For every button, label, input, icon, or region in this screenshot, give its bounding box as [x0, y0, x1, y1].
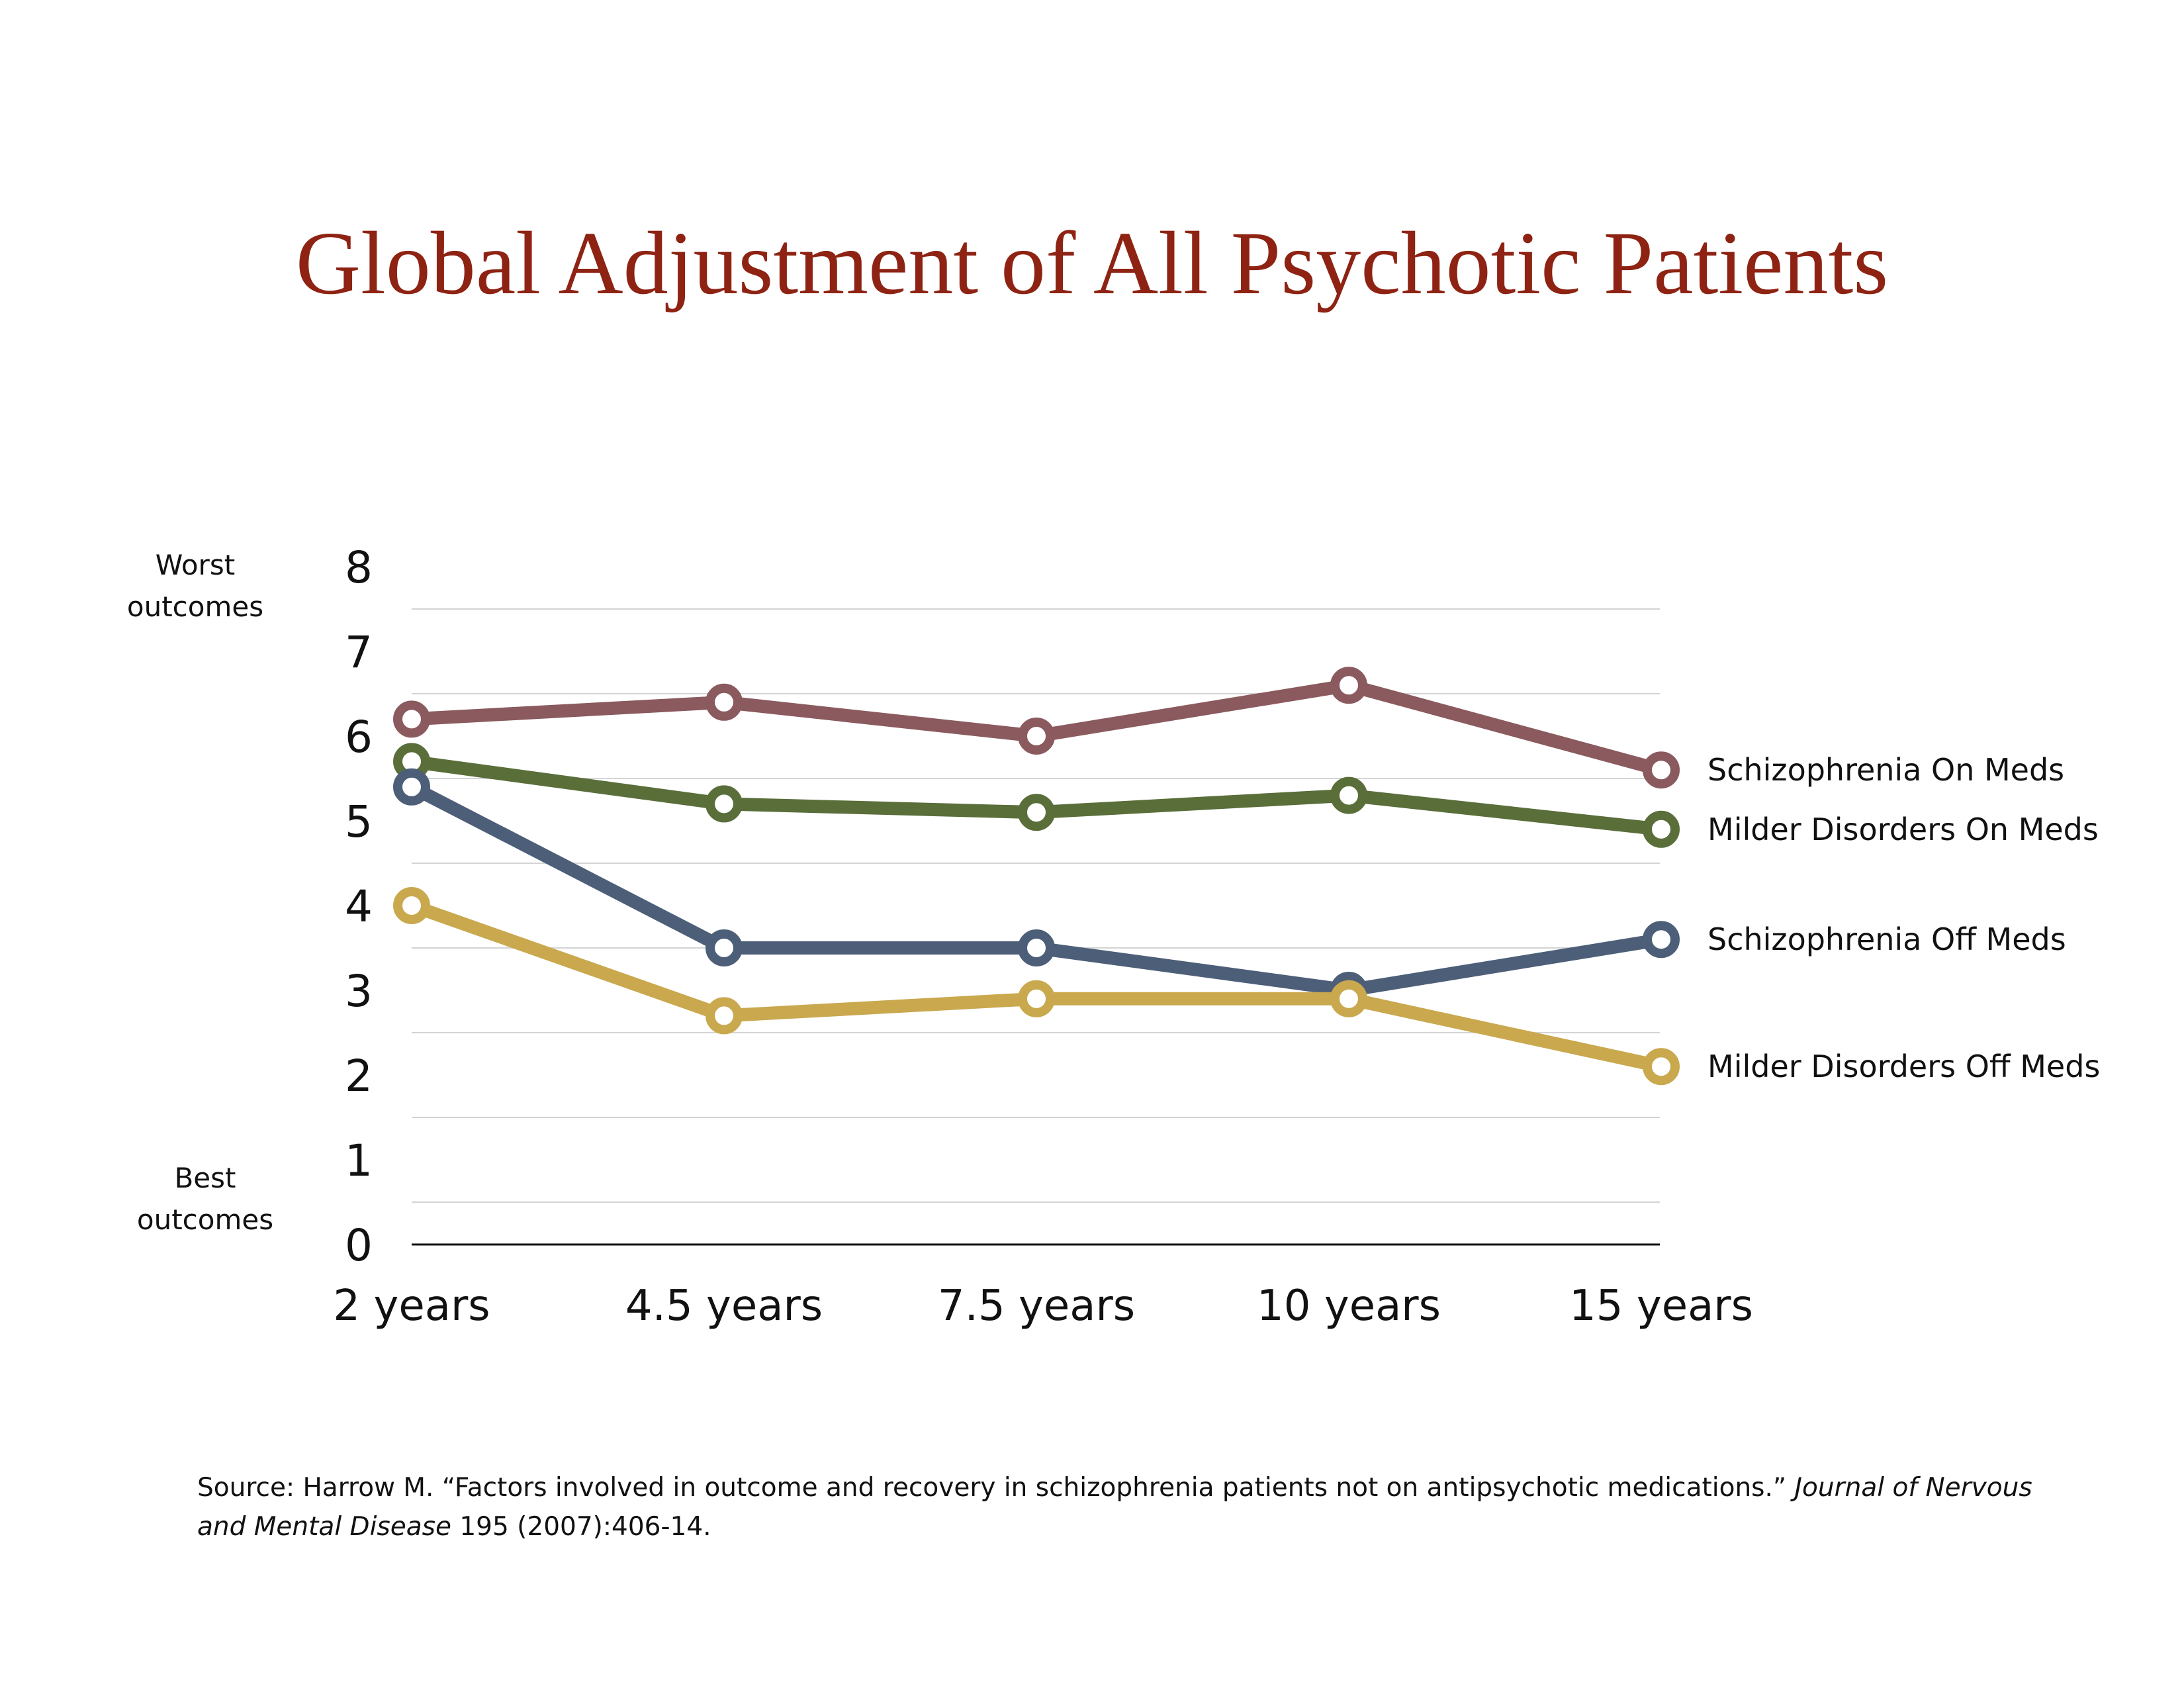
data-point — [1643, 921, 1680, 959]
series-label: Schizophrenia On Meds — [1707, 752, 2064, 788]
y-top-label: Worst outcomes — [99, 544, 291, 628]
y-tick-label: 5 — [345, 796, 373, 847]
data-point — [393, 887, 430, 924]
y-bottom-label: Best outcomes — [109, 1157, 301, 1241]
x-tick-label: 10 years — [1257, 1282, 1441, 1331]
y-top-label-text: Worst outcomes — [126, 549, 264, 623]
data-point — [1330, 776, 1367, 814]
x-tick-label: 15 years — [1569, 1282, 1753, 1331]
data-point — [1330, 667, 1367, 704]
source-journal: Journal of Nervous and Mental Disease — [197, 1473, 2032, 1542]
data-point — [1018, 980, 1055, 1017]
data-point — [705, 997, 743, 1035]
series-label: Schizophrenia Off Meds — [1707, 921, 2066, 957]
x-tick-label: 7.5 years — [938, 1282, 1135, 1331]
data-point — [1018, 718, 1055, 755]
series-lines — [393, 667, 1680, 1086]
data-point — [705, 929, 743, 966]
data-point — [705, 785, 743, 823]
y-bottom-label-text: Best outcomes — [136, 1162, 274, 1236]
y-tick-label: 7 — [345, 627, 373, 678]
y-tick-label: 4 — [345, 881, 373, 932]
x-tick-label: 2 years — [333, 1282, 490, 1331]
data-point — [1643, 751, 1680, 789]
source-prefix: Source: Harrow M. “Factors involved in o… — [197, 1473, 1795, 1503]
data-point — [1018, 794, 1055, 831]
data-point — [1643, 1048, 1680, 1086]
y-tick-label: 2 — [345, 1051, 373, 1102]
data-point — [1018, 929, 1055, 966]
series-label: Milder Disorders Off Meds — [1707, 1049, 2100, 1084]
series-milder-disorders-off-meds — [393, 887, 1680, 1086]
series-schizophrenia-on-meds — [393, 667, 1680, 789]
data-point — [1330, 980, 1367, 1017]
y-tick-label: 6 — [345, 712, 373, 763]
y-tick-label: 1 — [345, 1135, 373, 1186]
x-axis-ticks: 2 years 4.5 years 7.5 years 10 years 15 year… — [333, 1282, 1753, 1331]
source-citation: Source: Harrow M. “Factors involved in o… — [197, 1468, 2037, 1547]
data-point — [1643, 810, 1680, 848]
series-labels: Schizophrenia On Meds Milder Disorders On… — [1707, 752, 2100, 1084]
data-point — [393, 700, 430, 738]
source-suffix: 195 (2007):406-14. — [451, 1512, 711, 1542]
data-point — [393, 768, 430, 806]
y-tick-label: 0 — [345, 1220, 373, 1271]
gridlines — [412, 608, 1660, 1246]
series-milder-disorders-on-meds — [393, 743, 1680, 848]
series-label: Milder Disorders On Meds — [1707, 812, 2099, 847]
chart-title: Global Adjustment of All Psychotic Patie… — [295, 214, 1889, 313]
y-tick-label: 3 — [345, 966, 373, 1017]
y-axis-ticks: 0 1 2 3 4 5 6 7 8 — [345, 542, 373, 1271]
x-tick-label: 4.5 years — [625, 1282, 823, 1331]
y-tick-label: 8 — [345, 542, 373, 593]
data-point — [705, 683, 743, 721]
